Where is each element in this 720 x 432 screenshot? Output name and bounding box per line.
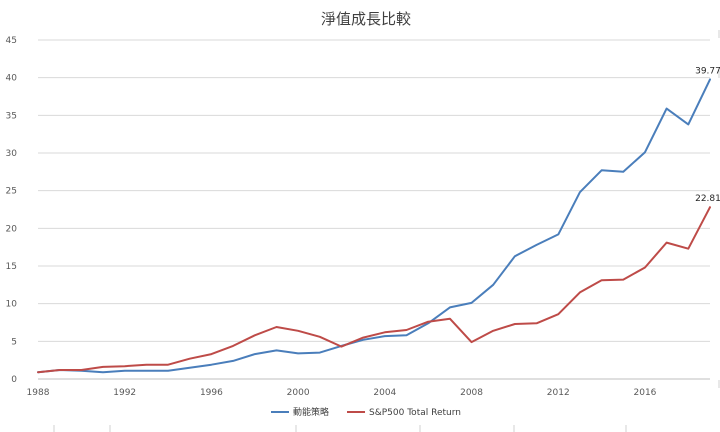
axes: 0 5 10 15 20 25 30 35 40 45 1988 1992 1996 2000 2004 20… (6, 30, 720, 432)
y-tick-label: 15 (6, 262, 17, 272)
y-tick-label: 20 (6, 224, 18, 234)
x-tick-label: 1992 (113, 388, 136, 398)
grid-lines (38, 39, 710, 380)
legend-label-1: S&P500 Total Return (369, 408, 461, 418)
series-line-1 (37, 206, 711, 374)
x-tick-label: 2000 (287, 388, 310, 398)
x-tick-label: 1996 (200, 388, 223, 398)
y-tick-label: 45 (6, 36, 17, 46)
series-line-0 (37, 78, 711, 374)
x-tick-label: 2004 (373, 388, 396, 398)
end-data-label: 39.77 (695, 66, 720, 76)
end-data-label: 22.81 (695, 194, 720, 204)
y-tick-label: 25 (6, 187, 17, 197)
x-tick-label: 2016 (634, 388, 657, 398)
x-tick-label: 1988 (27, 388, 50, 398)
data-labels: 39.77 22.81 (695, 66, 720, 204)
chart-title: 淨值成長比較 (321, 10, 411, 28)
y-tick-label: 10 (6, 300, 18, 310)
x-tick-label: 2008 (460, 388, 483, 398)
x-tick-label: 2012 (547, 388, 570, 398)
legend-label-0: 動能策略 (293, 406, 329, 418)
y-tick-label: 30 (6, 149, 18, 159)
y-tick-label: 40 (6, 74, 18, 84)
y-tick-label: 0 (11, 375, 17, 385)
series-lines (37, 78, 711, 374)
y-tick-label: 5 (11, 337, 17, 347)
legend: 動能策略 S&P500 Total Return (271, 406, 461, 418)
y-tick-label: 35 (6, 111, 17, 121)
